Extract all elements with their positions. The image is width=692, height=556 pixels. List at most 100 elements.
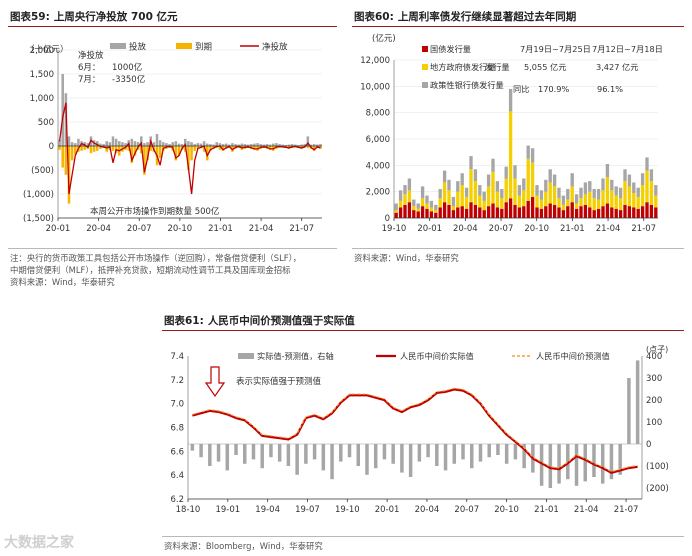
bar-local-gov bbox=[570, 186, 574, 203]
y-right-tick-label: 100 bbox=[646, 418, 662, 428]
bar-local-gov bbox=[583, 194, 588, 205]
bar-treasury bbox=[583, 204, 588, 218]
y-tick-label: (1,500) bbox=[23, 214, 54, 224]
bar-treasury bbox=[504, 202, 508, 218]
y-left-tick-label: 6.2 bbox=[170, 495, 184, 505]
bar-supply bbox=[259, 144, 262, 146]
y-tick-label: 12,000 bbox=[360, 56, 390, 66]
bar-treasury bbox=[596, 208, 601, 218]
bar-policy-bank bbox=[429, 200, 434, 208]
bar-maturity bbox=[64, 146, 68, 175]
bar-supply bbox=[165, 143, 168, 146]
bar-supply bbox=[199, 143, 203, 146]
bar-diff bbox=[347, 444, 352, 458]
bar-supply bbox=[193, 144, 196, 146]
bar-treasury bbox=[539, 208, 544, 218]
bar-supply bbox=[319, 144, 322, 146]
bar-treasury bbox=[464, 208, 469, 218]
bar-policy-bank bbox=[464, 187, 469, 197]
bar-diff bbox=[557, 444, 561, 484]
bar-local-gov bbox=[654, 195, 658, 208]
bar-maturity bbox=[70, 146, 74, 161]
bar-treasury bbox=[429, 211, 434, 218]
bar-maturity bbox=[202, 146, 206, 152]
bar-diff bbox=[286, 444, 291, 466]
bar-local-gov bbox=[552, 186, 557, 205]
bar-maturity bbox=[83, 146, 86, 150]
bar-supply bbox=[228, 144, 231, 146]
bar-local-gov bbox=[596, 199, 601, 209]
bar-maturity bbox=[193, 146, 196, 151]
bar-supply bbox=[74, 143, 77, 146]
bar-supply bbox=[218, 143, 222, 146]
bar-treasury bbox=[456, 207, 460, 218]
bar-diff bbox=[321, 444, 326, 471]
bar-policy-bank bbox=[469, 156, 473, 170]
bar-local-gov bbox=[517, 195, 522, 208]
bar-treasury bbox=[434, 212, 438, 218]
bar-supply bbox=[234, 144, 237, 146]
bar-policy-bank bbox=[610, 179, 614, 191]
annotation-net-label: 净投放 bbox=[78, 50, 104, 61]
bar-treasury bbox=[627, 206, 632, 218]
bar-supply bbox=[162, 142, 165, 146]
bar-policy-bank bbox=[535, 185, 539, 196]
bar-supply bbox=[114, 138, 118, 146]
bar-policy-bank bbox=[627, 174, 632, 187]
x-tick-label: 20-04 bbox=[86, 224, 111, 234]
bar-maturity bbox=[149, 146, 152, 151]
bar-diff bbox=[260, 444, 264, 469]
bar-local-gov bbox=[469, 169, 473, 203]
bar-maturity bbox=[268, 146, 272, 150]
bar-maturity bbox=[130, 146, 134, 163]
y-tick-label: 2,000 bbox=[30, 46, 54, 56]
x-tick-label: 20-04 bbox=[415, 505, 440, 515]
bar-policy-bank bbox=[614, 186, 618, 196]
bar-policy-bank bbox=[473, 169, 478, 182]
bar-supply bbox=[224, 143, 228, 146]
bar-diff bbox=[426, 444, 430, 458]
bar-supply bbox=[237, 144, 240, 146]
bar-policy-bank bbox=[579, 187, 583, 199]
x-tick-label: 21-04 bbox=[249, 224, 274, 234]
x-tick-label: 21-07 bbox=[631, 224, 656, 234]
bar-treasury bbox=[420, 206, 425, 218]
bar-maturity bbox=[105, 146, 108, 152]
bar-supply bbox=[155, 134, 159, 146]
x-tick-label: 21-01 bbox=[208, 224, 233, 234]
bar-treasury bbox=[473, 204, 478, 218]
annotation-june-value: 1000亿 bbox=[112, 62, 142, 73]
bar-treasury bbox=[605, 203, 610, 218]
bar-treasury bbox=[579, 206, 583, 218]
y-left-tick-label: 7.4 bbox=[170, 352, 184, 362]
table-yoy-previous: 96.1% bbox=[597, 84, 623, 94]
y-tick-label: 6,000 bbox=[366, 135, 390, 145]
bar-policy-bank bbox=[636, 187, 640, 197]
legend-label-actual: 人民币中间价实际值 bbox=[400, 351, 474, 361]
note-line-1: 注：央行的货币政策工具包括公开市场操作（逆回购），常备借贷便利（SLF）， bbox=[10, 253, 302, 263]
bar-supply bbox=[246, 144, 250, 146]
chart59-bottom-note: 本周公开市场操作到期数量 500亿 bbox=[90, 206, 219, 217]
legend-label-forecast: 人民币中间价预测值 bbox=[536, 351, 610, 361]
bar-diff bbox=[487, 444, 491, 458]
bar-maturity bbox=[206, 146, 209, 161]
bar-local-gov bbox=[522, 190, 526, 207]
bar-maturity bbox=[143, 146, 146, 175]
bar-treasury bbox=[574, 208, 579, 218]
chart61-annotation: 表示实际值强于预测值 bbox=[236, 376, 322, 387]
bar-supply bbox=[146, 142, 149, 146]
x-tick-label: 21-04 bbox=[574, 505, 599, 515]
bar-supply bbox=[275, 143, 278, 146]
bar-local-gov bbox=[640, 185, 645, 207]
bar-diff bbox=[435, 444, 439, 466]
bar-treasury bbox=[548, 203, 552, 218]
bar-local-gov bbox=[513, 178, 517, 205]
bar-policy-bank bbox=[566, 189, 570, 200]
bar-local-gov bbox=[412, 206, 416, 211]
down-arrow-icon bbox=[204, 366, 226, 398]
bar-treasury bbox=[645, 202, 649, 218]
bar-supply bbox=[209, 144, 212, 146]
bar-treasury bbox=[403, 204, 407, 218]
bar-local-gov bbox=[447, 190, 451, 205]
bar-diff bbox=[566, 444, 570, 480]
